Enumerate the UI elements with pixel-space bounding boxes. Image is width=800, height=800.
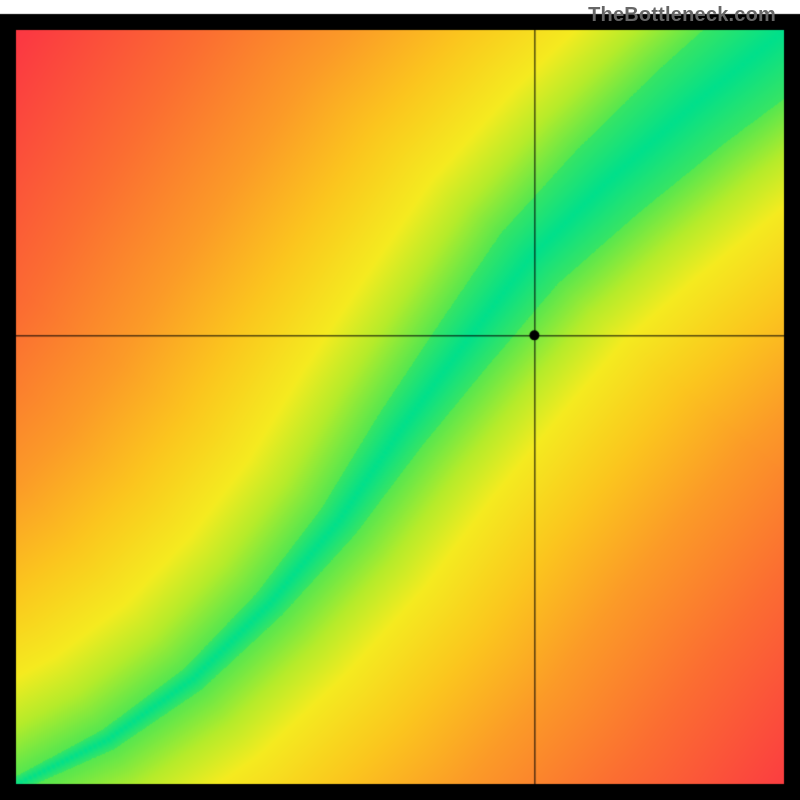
bottleneck-heatmap <box>0 0 800 800</box>
watermark: TheBottleneck.com <box>588 4 776 27</box>
chart-container: TheBottleneck.com <box>0 0 800 800</box>
